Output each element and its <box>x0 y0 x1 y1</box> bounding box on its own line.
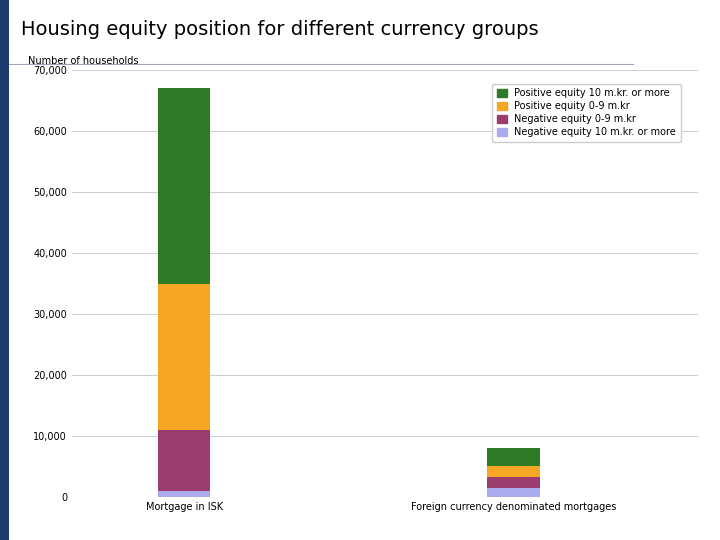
Text: Housing equity position for different currency groups: Housing equity position for different cu… <box>22 19 539 39</box>
Bar <box>487 488 540 497</box>
Bar <box>158 491 210 497</box>
Legend: Positive equity 10 m.kr. or more, Positive equity 0-9 m.kr, Negative equity 0-9 : Positive equity 10 m.kr. or more, Positi… <box>492 84 681 142</box>
Bar <box>487 477 540 488</box>
Bar <box>158 284 210 430</box>
Text: Number of households: Number of households <box>28 56 139 66</box>
Bar <box>158 89 210 284</box>
Bar <box>158 430 210 491</box>
Bar <box>487 448 540 467</box>
Bar <box>487 467 540 477</box>
